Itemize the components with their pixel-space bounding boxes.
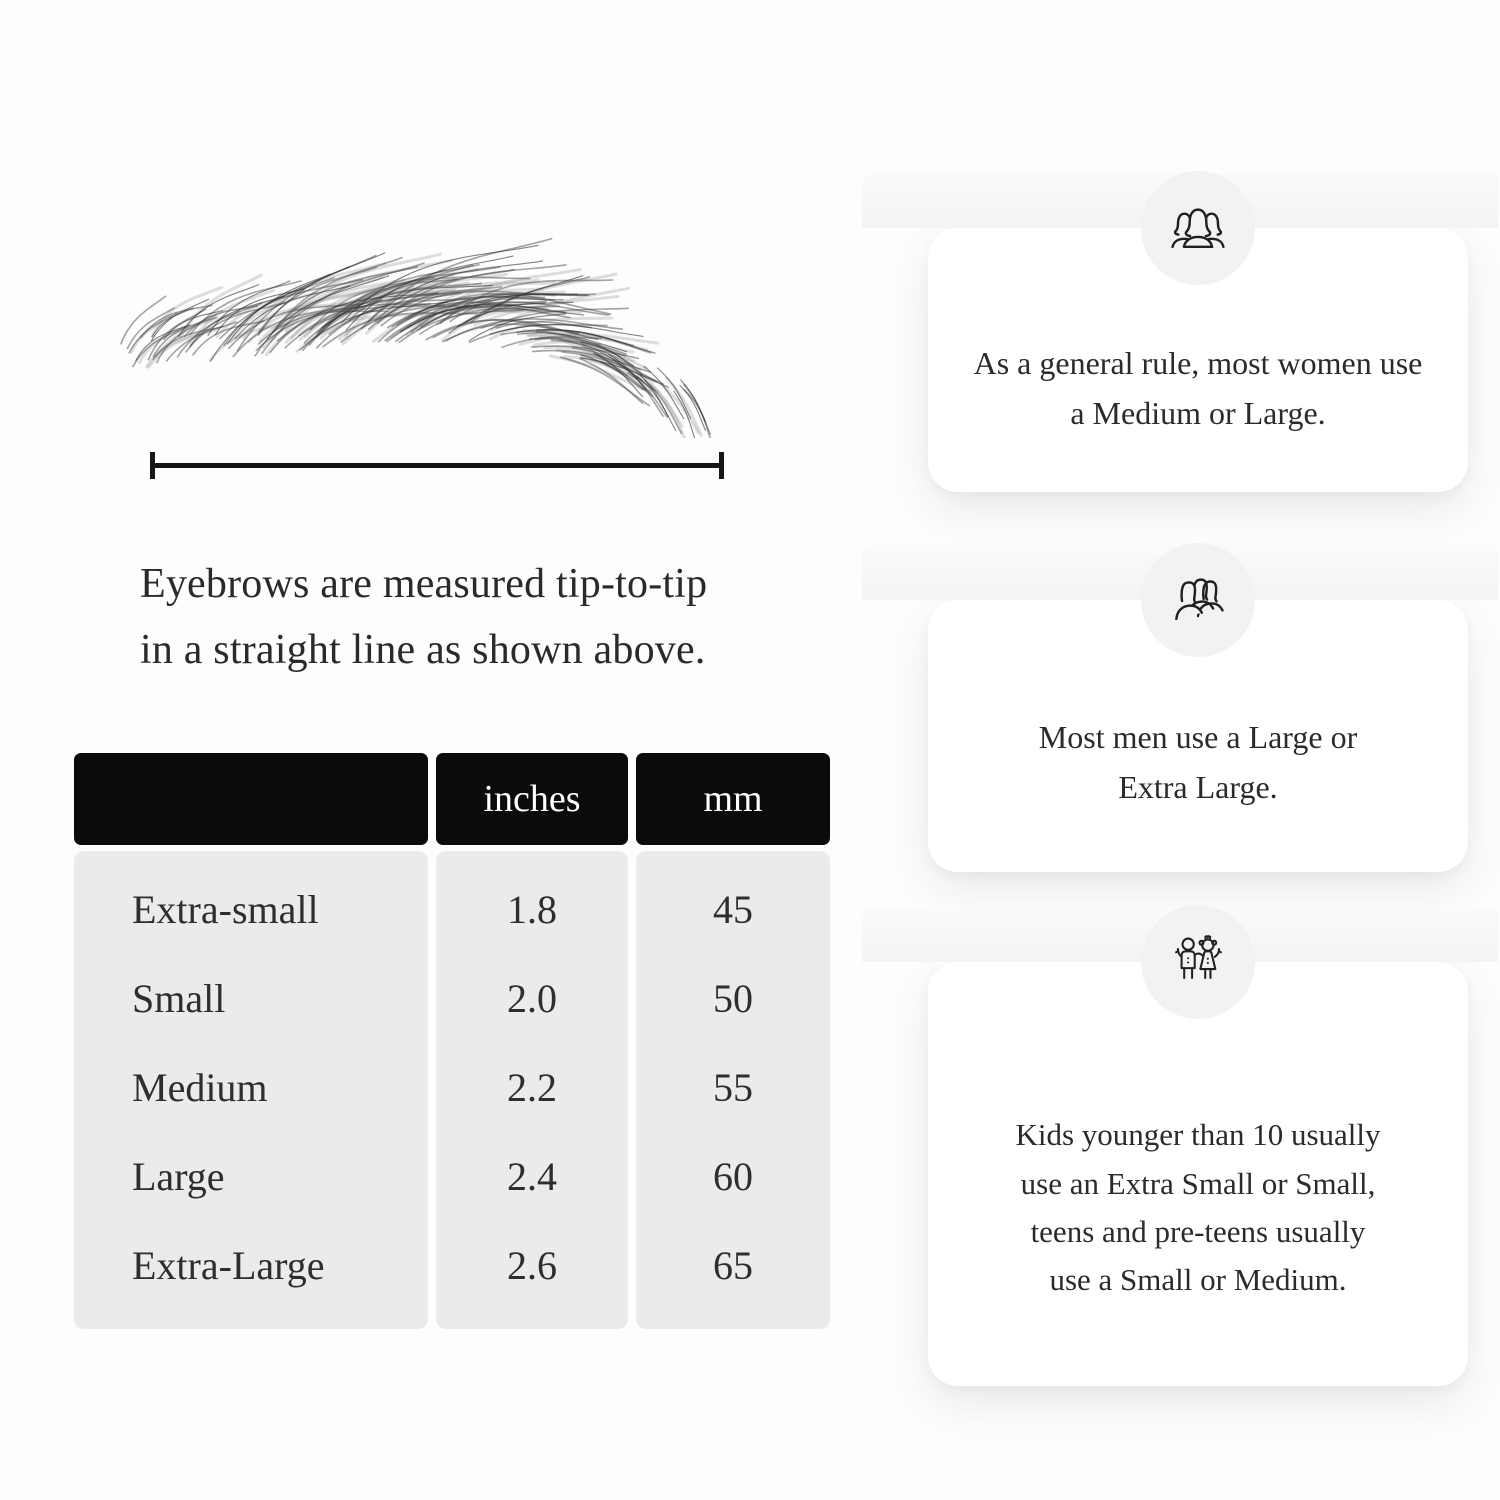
info-card-kids: Kids younger than 10 usually use an Extr… <box>862 905 1498 1386</box>
icon-circle <box>1141 543 1255 657</box>
caption-line-1: Eyebrows are measured tip-to-tip <box>140 561 708 607</box>
icon-circle <box>1141 905 1255 1019</box>
card-text: Kids younger than 10 usually use an Extr… <box>1015 1117 1381 1298</box>
mm-value-cell: 50 <box>713 976 753 1021</box>
mm-column: 45 50 55 60 65 <box>636 851 830 1329</box>
caption-line-2: in a straight line as shown above. <box>140 626 706 673</box>
inches-value-cell: 1.8 <box>507 887 557 932</box>
measurement-line-right-cap <box>719 452 724 479</box>
icon-circle <box>1141 171 1255 285</box>
header-cell-mm: mm <box>636 753 830 845</box>
mm-value-cell: 60 <box>713 1154 753 1199</box>
inches-value-cell: 2.2 <box>507 1065 557 1110</box>
inches-value-cell: 2.4 <box>507 1154 557 1199</box>
kids-icon <box>1175 935 1222 979</box>
size-label-cell: Small <box>132 976 226 1021</box>
card-text: Most men use a Large or Extra Large. <box>1038 719 1358 805</box>
header-cell-size <box>74 753 428 845</box>
size-label-cell: Large <box>132 1154 225 1199</box>
size-label-cell: Extra-small <box>132 887 319 932</box>
measurement-line <box>150 450 724 480</box>
size-label-cell: Extra-Large <box>132 1243 325 1288</box>
inches-value-cell: 2.6 <box>507 1243 557 1288</box>
mm-value-cell: 65 <box>713 1243 753 1288</box>
mm-value-cell: 55 <box>713 1065 753 1110</box>
header-cell-inches: inches <box>436 753 628 845</box>
women-group-icon <box>1171 208 1225 249</box>
eyebrow-illustration <box>120 238 711 438</box>
inches-column: 1.8 2.0 2.2 2.4 2.6 <box>436 851 628 1329</box>
measurement-caption: Eyebrows are measured tip-to-tip in a st… <box>140 552 707 683</box>
measurement-line-bar <box>150 463 724 468</box>
men-group-icon <box>1175 578 1224 621</box>
size-label-cell: Medium <box>132 1065 268 1110</box>
mm-value-cell: 45 <box>713 887 753 932</box>
info-card-women: As a general rule, most women use a Medi… <box>862 171 1498 492</box>
card-text: As a general rule, most women use a Medi… <box>973 345 1423 431</box>
size-label-column: Extra-small Small Medium Large Extra-Lar… <box>74 851 428 1329</box>
info-card-men: Most men use a Large or Extra Large. <box>862 543 1498 872</box>
inches-value-cell: 2.0 <box>507 976 557 1021</box>
